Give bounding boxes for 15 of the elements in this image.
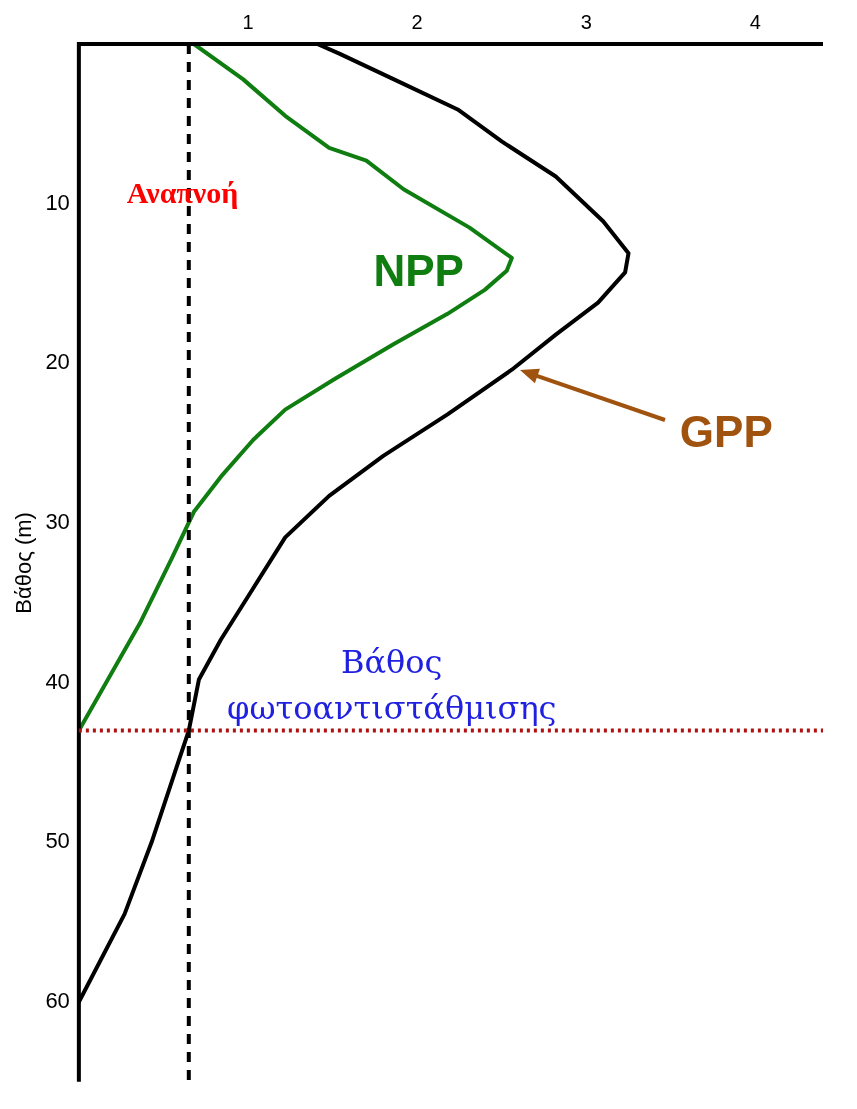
y-tick-label: 50	[45, 828, 70, 854]
x-tick-label: 3	[580, 10, 592, 33]
y-axis-title: Βάθος (m)	[11, 512, 37, 614]
y-tick-label: 20	[45, 349, 70, 375]
ref-line-label: Αναπνοή	[126, 176, 239, 210]
x-tick-label: 2	[411, 10, 423, 33]
y-tick-label: 10	[45, 189, 70, 215]
x-tick-label: 1	[242, 10, 254, 33]
text: GPP	[679, 406, 773, 456]
series-label: NPP	[373, 246, 464, 296]
y-tick-label: 30	[45, 509, 70, 535]
x-tick-label: 4	[749, 10, 761, 33]
y-tick-label: 40	[45, 668, 70, 694]
ref-line-label: Βάθος φωτοαντιστάθμισης	[227, 642, 557, 727]
y-tick-label: 60	[45, 988, 70, 1014]
